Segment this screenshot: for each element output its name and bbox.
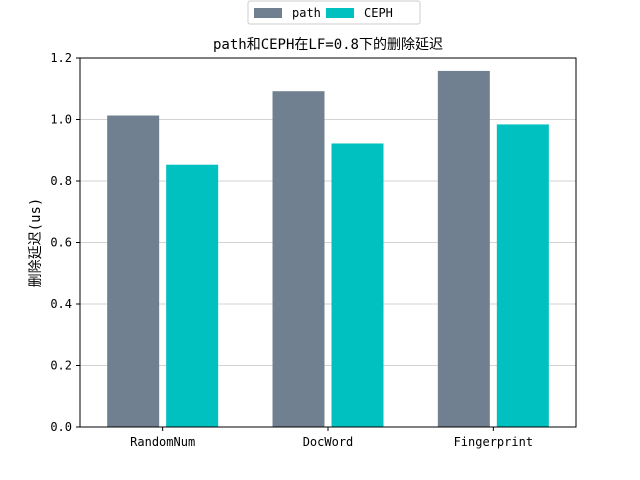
y-tick-label: 0.0 [50,420,72,434]
x-axis-ticks: RandomNum DocWord Fingerprint [130,427,533,449]
bar-ceph-docword [331,143,384,428]
y-axis-label: 删除延迟(us) [28,198,44,288]
y-tick-label: 0.2 [50,359,72,373]
x-tick-label: RandomNum [130,435,195,449]
legend: path CEPH [247,0,421,25]
y-tick-label: 1.2 [50,51,72,65]
y-tick-label: 1.0 [50,113,72,127]
legend-label-ceph: CEPH [364,6,393,20]
x-tick-label: Fingerprint [454,435,533,449]
y-tick-label: 0.4 [50,297,72,311]
legend-swatch-path [254,8,282,18]
bar-path-fingerprint [437,70,490,427]
y-axis-ticks: 0.0 0.2 0.4 0.6 0.8 1.0 1.2 [50,51,80,434]
bar-path-docword [272,91,325,428]
bars [107,70,549,428]
y-tick-label: 0.8 [50,174,72,188]
bar-path-randomnum [107,115,160,427]
legend-swatch-ceph [326,8,354,18]
y-tick-label: 0.6 [50,236,72,250]
legend-label-path: path [292,6,321,20]
bar-ceph-fingerprint [496,124,549,428]
bar-ceph-randomnum [166,164,219,427]
x-tick-label: DocWord [303,435,354,449]
chart-title: path和CEPH在LF=0.8下的删除延迟 [213,37,443,53]
